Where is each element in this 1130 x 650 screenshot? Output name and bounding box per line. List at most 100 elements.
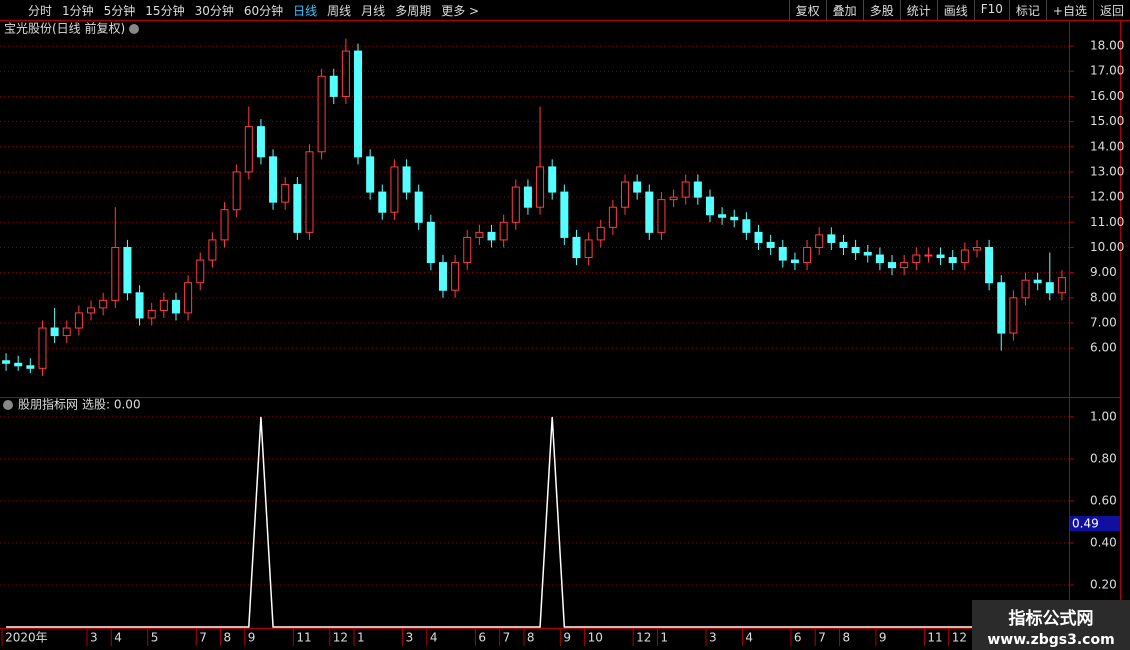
period-tabs: 分时 1分钟 5分钟 15分钟 30分钟 60分钟 日线 周线 月线 多周期 更多 > [28,2,479,19]
candle-body [1033,279,1042,284]
candle-body [426,221,435,264]
x-tick-label: 11 [296,631,311,645]
candle-body [960,249,969,264]
x-tick-label: 6 [478,631,486,645]
x-tick-label: 1 [357,631,365,645]
indicator-line [6,416,1062,628]
candle-body [718,214,727,218]
candle-body [730,216,739,221]
x-tick-label: 11 [927,631,942,645]
candle-body [269,156,278,203]
action-button[interactable]: 统计 [899,0,937,20]
candle-body [536,166,545,208]
x-tick-label: 2020年 [5,631,48,645]
menu-icon[interactable] [129,24,139,34]
candle-body [159,299,168,311]
candle-body [693,181,702,198]
candle-body [948,257,957,264]
candle-body [912,254,921,264]
menu-icon[interactable] [3,400,13,410]
candle-body [633,181,642,193]
candle-body [657,199,666,233]
x-tick-label: 3 [90,631,98,645]
candle-body [742,219,751,233]
y-tick-label: 16.00 [1090,89,1124,103]
candle-body [790,259,799,264]
indicator-title: 股朋指标网 [18,397,78,412]
action-buttons: 复权 叠加 多股 统计 画线 F10 标记 +自选 返回 [788,0,1130,20]
y-tick-label: 14.00 [1090,139,1124,153]
period-tab[interactable]: 多周期 [395,4,432,18]
action-button[interactable]: 标记 [1008,0,1046,20]
x-tick-label: 9 [248,631,256,645]
candle-body [414,191,423,223]
candle-body [1009,297,1018,334]
candle-body [499,221,508,241]
y-tick-label: 10.00 [1090,240,1124,254]
action-button[interactable]: 多股 [862,0,900,20]
y-tick-label: 1.00 [1090,409,1117,423]
action-button[interactable]: 复权 [788,0,826,20]
candle-body [378,191,387,213]
x-tick-label: 8 [842,631,850,645]
action-button[interactable]: F10 [973,0,1009,20]
candle-body [900,262,909,269]
candle-body [329,75,338,97]
candle-body [1057,277,1066,294]
candle-body [560,191,569,238]
action-button[interactable]: 画线 [936,0,974,20]
candle-body [924,254,933,257]
candle-body [438,262,447,291]
x-tick-label: 4 [745,631,753,645]
candle-body [839,241,848,248]
candle-body [38,327,47,369]
candle-body [475,231,484,238]
action-button[interactable]: 返回 [1092,0,1130,20]
candle-body [645,191,654,233]
period-tab[interactable]: 60分钟 [243,4,284,18]
candle-body [936,254,945,259]
candle-body [596,226,605,241]
candle-body [487,231,496,241]
period-tab[interactable]: 30分钟 [194,4,234,18]
y-tick-label: 9.00 [1090,265,1117,279]
candle-body [281,184,290,203]
toolbar: 分时 1分钟 5分钟 15分钟 30分钟 60分钟 日线 周线 月线 多周期 更多 > 复权 叠加 多股… [0,0,1130,21]
period-tab[interactable]: 月线 [361,4,386,18]
candle-body [74,312,83,329]
period-tab[interactable]: 1分钟 [62,4,94,18]
candle-body [803,246,812,264]
watermark: 指标公式网 www.zbgs3.com [972,600,1130,650]
period-tab[interactable]: 15分钟 [145,4,185,18]
cursor-box [1070,516,1120,532]
candle-body [681,181,690,198]
background [0,21,1130,650]
candle-body [572,236,581,259]
candle-body [972,246,981,251]
candle-body [766,241,775,248]
candle-body [778,246,787,261]
x-tick-label: 8 [527,631,535,645]
period-tab[interactable]: 5分钟 [103,4,136,18]
candle-body [390,166,399,213]
candle-body [451,262,460,291]
watermark-url: www.zbgs3.com [987,632,1115,648]
period-tab[interactable]: 分时 [28,4,53,18]
period-tab[interactable]: 周线 [327,4,352,18]
candle-body [1045,282,1054,294]
y-tick-label: 0.80 [1090,451,1117,465]
y-tick-label: 7.00 [1090,315,1117,329]
watermark-title: 指标公式网 [1008,609,1094,629]
candle-body [293,184,302,233]
action-button[interactable]: 叠加 [825,0,863,20]
x-tick-label: 12 [333,631,348,645]
x-tick-label: 8 [224,631,232,645]
y-tick-label: 0.20 [1090,577,1117,591]
period-tab[interactable]: 更多 > [441,4,480,18]
candle-body [87,307,96,314]
candle-body [863,252,872,256]
action-button[interactable]: +自选 [1045,0,1093,20]
candle-body [402,166,411,193]
period-tab[interactable]: 日线 [293,4,318,18]
